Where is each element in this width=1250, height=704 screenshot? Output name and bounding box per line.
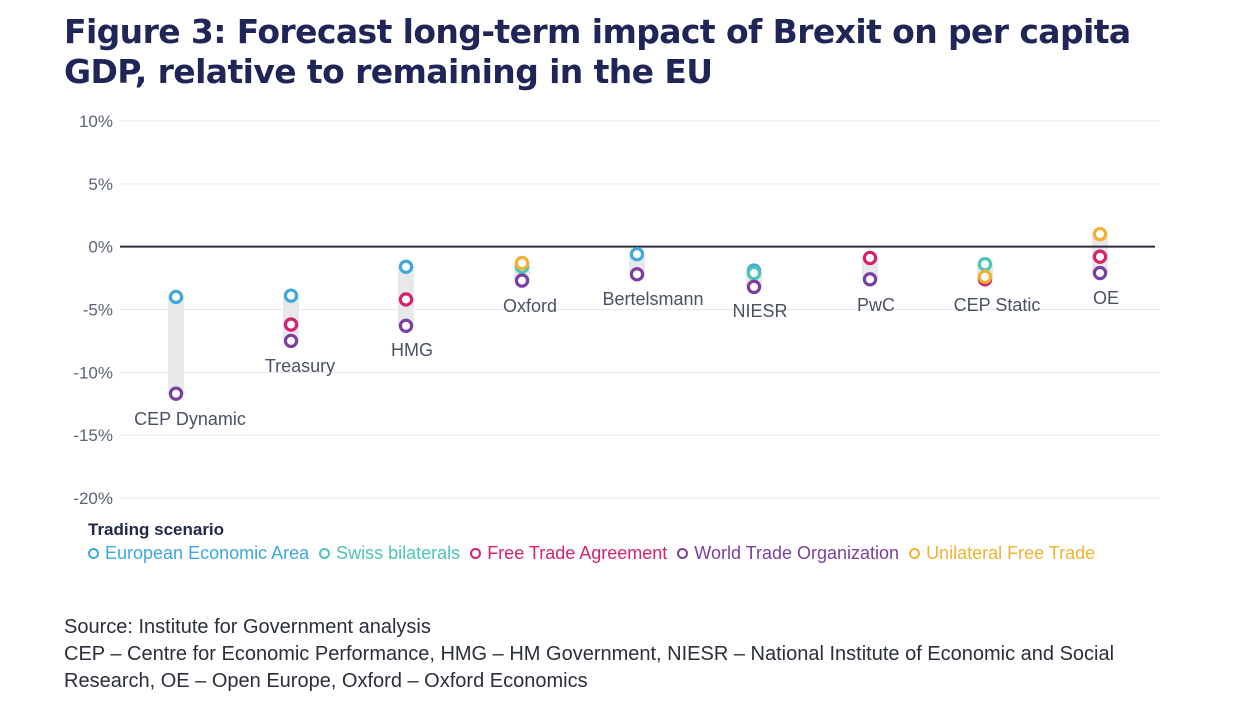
data-point bbox=[629, 267, 645, 282]
data-point bbox=[1092, 249, 1108, 264]
abbreviations-line-2: Research, OE – Open Europe, Oxford – Oxf… bbox=[64, 670, 588, 692]
data-point bbox=[514, 255, 530, 271]
data-point bbox=[977, 257, 993, 272]
category-label: OE bbox=[1093, 288, 1119, 308]
category-label: PwC bbox=[857, 295, 895, 315]
category-label: NIESR bbox=[732, 301, 787, 321]
category-labels: CEP Dynamic Treasury HMG Oxford Bertelsmann N… bbox=[134, 288, 1119, 429]
y-tick-label: -20% bbox=[73, 489, 113, 508]
source-note: Source: Institute for Government analysi… bbox=[64, 616, 431, 638]
data-point bbox=[398, 259, 414, 274]
legend-item: Free Trade Agreement bbox=[470, 543, 667, 564]
chart-title: Figure 3: Forecast long-term impact of B… bbox=[64, 12, 1131, 91]
y-tick-label: 5% bbox=[88, 175, 113, 194]
category-label: Bertelsmann bbox=[602, 289, 703, 309]
data-point bbox=[168, 386, 184, 401]
legend-item: Unilateral Free Trade bbox=[909, 543, 1095, 564]
legend-label: Swiss bilaterals bbox=[336, 543, 461, 563]
legend-item: European Economic Area bbox=[88, 543, 309, 564]
legend-marker-icon bbox=[909, 548, 921, 559]
legend-label: European Economic Area bbox=[105, 543, 310, 563]
data-point bbox=[862, 250, 878, 266]
data-point bbox=[398, 318, 414, 334]
data-point bbox=[629, 247, 645, 262]
legend-marker-icon bbox=[677, 548, 689, 559]
data-points bbox=[168, 226, 1108, 401]
data-point bbox=[283, 333, 299, 349]
abbreviations-line-1: CEP – Centre for Economic Performance, H… bbox=[64, 643, 1115, 665]
data-point bbox=[398, 292, 414, 307]
legend-items: European Economic Area Swiss bilaterals Fr… bbox=[88, 543, 1228, 564]
legend-title: Trading scenario bbox=[88, 520, 225, 539]
y-tick-label: 0% bbox=[88, 238, 113, 257]
chart-plot: 10% 5% 0% -5% -10% -15% -20% CEP Dynamic Treasu… bbox=[73, 112, 1160, 508]
category-label: CEP Dynamic bbox=[134, 409, 246, 429]
legend-label: World Trade Organization bbox=[694, 543, 900, 563]
y-tick-label: -5% bbox=[83, 301, 113, 320]
data-point bbox=[283, 288, 299, 303]
legend-label: Unilateral Free Trade bbox=[926, 543, 1096, 563]
y-tick-label: 10% bbox=[79, 112, 113, 131]
y-tick-label: -15% bbox=[73, 426, 113, 445]
data-point bbox=[514, 273, 530, 288]
legend-item: Swiss bilaterals bbox=[319, 543, 460, 564]
legend-marker-icon bbox=[470, 548, 482, 559]
y-tick-label: -10% bbox=[73, 363, 113, 382]
category-label: Treasury bbox=[265, 356, 335, 376]
data-point bbox=[168, 289, 184, 305]
y-axis-ticks: 10% 5% 0% -5% -10% -15% -20% bbox=[73, 112, 113, 508]
legend: Trading scenario European Economic Area S… bbox=[88, 520, 1228, 564]
data-point bbox=[1092, 226, 1108, 242]
chart-notes: Source: Institute for Government analysi… bbox=[64, 614, 1214, 695]
legend-marker-icon bbox=[88, 548, 99, 559]
category-label: HMG bbox=[391, 340, 433, 360]
range-bar bbox=[168, 296, 184, 394]
data-point bbox=[283, 317, 299, 332]
data-point bbox=[746, 265, 762, 281]
data-point bbox=[746, 279, 762, 295]
category-label: Oxford bbox=[503, 296, 557, 316]
data-point bbox=[977, 269, 993, 285]
legend-item: World Trade Organization bbox=[677, 543, 899, 564]
data-point bbox=[1092, 265, 1108, 281]
category-label: CEP Static bbox=[954, 295, 1041, 315]
legend-label: Free Trade Agreement bbox=[487, 543, 668, 563]
data-point bbox=[862, 272, 878, 287]
grid-lines bbox=[120, 120, 1160, 499]
legend-marker-icon bbox=[319, 548, 331, 559]
